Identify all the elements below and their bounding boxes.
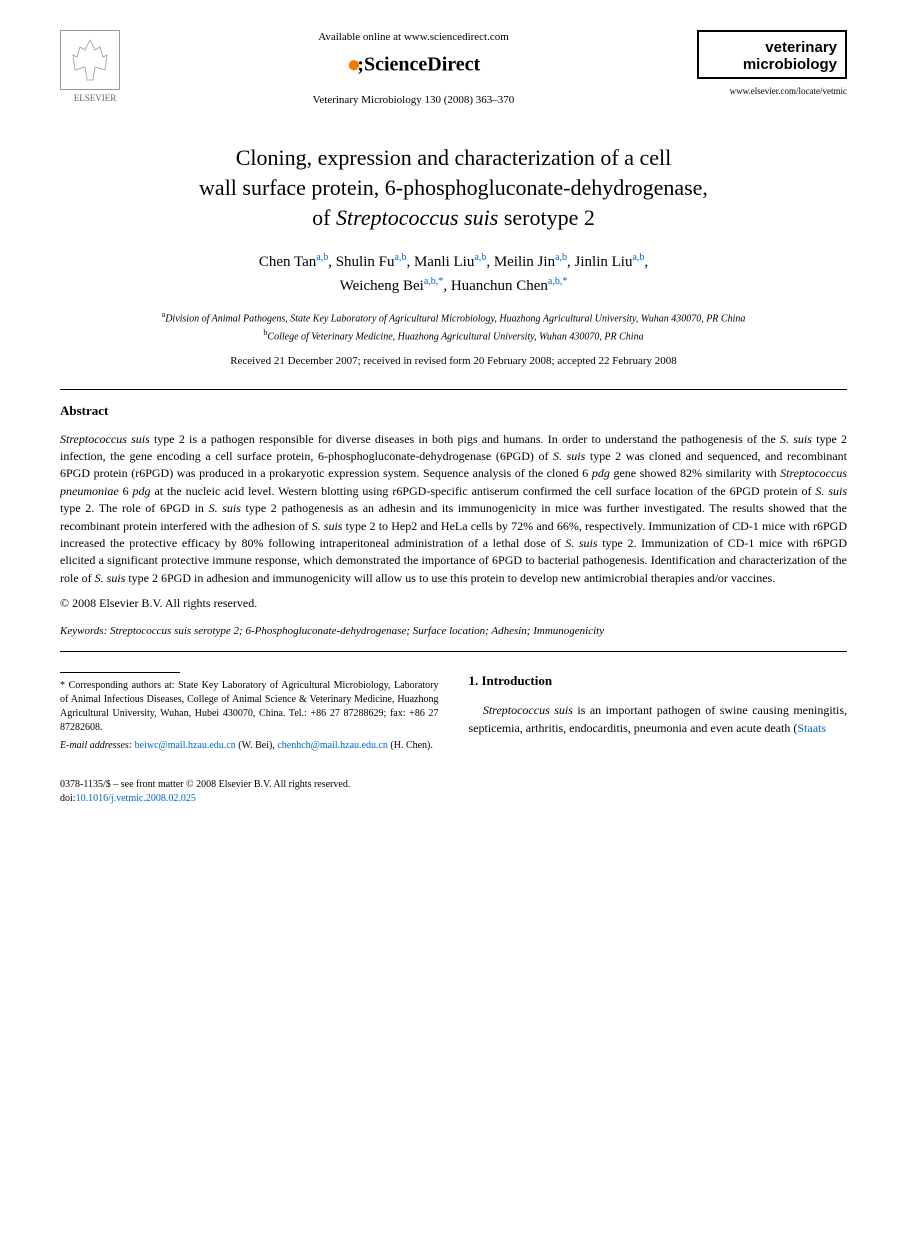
author-5: Jinlin Liu [575, 254, 633, 270]
publisher-name: ELSEVIER [60, 92, 130, 105]
page-header: ELSEVIER Available online at www.science… [60, 30, 847, 108]
divider-top [60, 389, 847, 390]
abstract-body: Streptococcus suis type 2 is a pathogen … [60, 431, 847, 588]
author-list: Chen Tana,b, Shulin Fua,b, Manli Liua,b,… [60, 250, 847, 297]
keywords-text: Streptococcus suis serotype 2; 6-Phospho… [107, 625, 604, 637]
author-4: Meilin Jin [494, 254, 555, 270]
left-column: * Corresponding authors at: State Key La… [60, 672, 439, 753]
author-2-aff: a,b [394, 252, 406, 263]
corresponding-author-note: * Corresponding authors at: State Key La… [60, 679, 439, 735]
divider-bottom [60, 651, 847, 652]
title-line2: wall surface protein, 6-phosphogluconate… [199, 175, 708, 200]
author-3: Manli Liu [414, 254, 474, 270]
title-line3-italic: Streptococcus suis [336, 205, 498, 230]
sciencedirect-logo: ●;ScienceDirect [150, 49, 677, 83]
email-1-name: (W. Bei), [236, 740, 278, 751]
introduction-heading: 1. Introduction [469, 672, 848, 691]
platform-name: ScienceDirect [364, 54, 480, 76]
author-1-aff: a,b [316, 252, 328, 263]
two-column-body: * Corresponding authors at: State Key La… [60, 672, 847, 753]
corresp-text: Corresponding authors at: State Key Labo… [60, 680, 439, 733]
author-6: Weicheng Bei [340, 278, 424, 294]
email-link-2[interactable]: chenhch@mail.hzau.edu.cn [277, 740, 388, 751]
keywords-label: Keywords: [60, 625, 107, 637]
author-4-aff: a,b [555, 252, 567, 263]
author-2: Shulin Fu [336, 254, 395, 270]
title-line3-suffix: serotype 2 [498, 205, 595, 230]
journal-box: veterinary microbiology [697, 30, 847, 79]
issn-line: 0378-1135/$ – see front matter © 2008 El… [60, 778, 847, 792]
journal-url[interactable]: www.elsevier.com/locate/vetmic [697, 85, 847, 98]
elsevier-tree-icon [60, 30, 120, 90]
author-7-corresp-icon: * [562, 276, 567, 287]
available-online-text: Available online at www.sciencedirect.co… [150, 30, 677, 45]
doi-prefix: doi: [60, 793, 76, 804]
copyright-line: © 2008 Elsevier B.V. All rights reserved… [60, 595, 847, 612]
author-6-aff: a,b, [424, 276, 438, 287]
article-dates: Received 21 December 2007; received in r… [60, 354, 847, 369]
author-6-corresp-icon: * [438, 276, 443, 287]
email-label: E-mail addresses: [60, 740, 132, 751]
email-link-1[interactable]: beiwc@mail.hzau.edu.cn [135, 740, 236, 751]
publisher-logo: ELSEVIER [60, 30, 130, 105]
aff-b-text: College of Veterinary Medicine, Huazhong… [267, 331, 643, 342]
center-header: Available online at www.sciencedirect.co… [130, 30, 697, 108]
journal-box-wrapper: veterinary microbiology www.elsevier.com… [697, 30, 847, 98]
email-2-name: (H. Chen). [388, 740, 433, 751]
journal-name-line2: microbiology [707, 57, 837, 74]
aff-a-text: Division of Animal Pathogens, State Key … [165, 314, 745, 325]
corresp-emails: E-mail addresses: beiwc@mail.hzau.edu.cn… [60, 739, 439, 753]
keywords: Keywords: Streptococcus suis serotype 2;… [60, 624, 847, 639]
doi-line: doi:10.1016/j.vetmic.2008.02.025 [60, 792, 847, 806]
abstract-heading: Abstract [60, 402, 847, 420]
author-7: Huanchun Chen [451, 278, 548, 294]
footnote-rule [60, 672, 180, 673]
title-line3-prefix: of [312, 205, 336, 230]
article-title: Cloning, expression and characterization… [60, 143, 847, 232]
citation-line: Veterinary Microbiology 130 (2008) 363–3… [150, 93, 677, 108]
author-5-aff: a,b [632, 252, 644, 263]
affiliations: aDivision of Animal Pathogens, State Key… [60, 309, 847, 344]
page-footer: 0378-1135/$ – see front matter © 2008 El… [60, 778, 847, 806]
right-column: 1. Introduction Streptococcus suis is an… [469, 672, 848, 753]
author-3-aff: a,b [474, 252, 486, 263]
title-line1: Cloning, expression and characterization… [236, 145, 672, 170]
journal-name-line1: veterinary [707, 40, 837, 57]
author-7-aff: a,b, [548, 276, 562, 287]
author-1: Chen Tan [259, 254, 316, 270]
doi-link[interactable]: 10.1016/j.vetmic.2008.02.025 [76, 793, 196, 804]
introduction-body: Streptococcus suis is an important patho… [469, 701, 848, 737]
